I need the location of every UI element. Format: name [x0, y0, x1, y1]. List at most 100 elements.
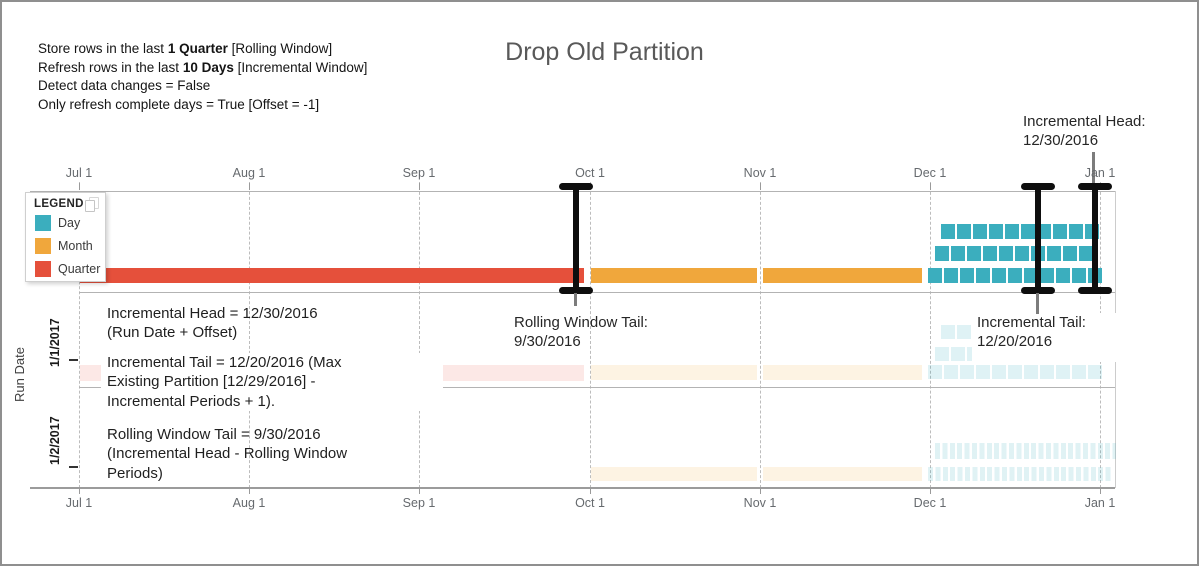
legend: LEGEND Day Month Quarter [25, 192, 106, 282]
bottom-axis-month-label: Jul 1 [65, 496, 93, 510]
bottom-axis-tick [1100, 488, 1101, 494]
day-square [1063, 246, 1077, 261]
day-square [951, 246, 965, 261]
faded-month-bar-nov [763, 365, 922, 380]
top-axis-month-label: Nov 1 [743, 166, 777, 180]
day-square [999, 246, 1013, 261]
day-square [992, 365, 1006, 379]
day-square [1015, 246, 1029, 261]
bottom-axis-tick [590, 488, 591, 494]
legend-swatch [35, 238, 51, 254]
top-axis-tick [760, 183, 761, 190]
quarter-bar-jul-sep [80, 268, 584, 283]
legend-title: LEGEND [34, 198, 84, 210]
config-line: Detect data changes = False [38, 78, 211, 94]
top-axis-tick [249, 183, 250, 190]
day-square [992, 268, 1006, 283]
rolling-window-tail-callout: Rolling Window Tail: 9/30/2016 [514, 314, 648, 351]
day-square [951, 347, 965, 361]
day-square [983, 246, 997, 261]
run-date-axis-title: Run Date [12, 347, 27, 402]
day-square [941, 224, 955, 239]
day-square [1024, 365, 1038, 379]
top-axis-month-label: Oct 1 [575, 166, 605, 180]
day-square [1047, 246, 1061, 261]
day-square [1005, 224, 1019, 239]
incremental-head-leader-line [1092, 152, 1095, 185]
top-axis-month-label: Dec 1 [913, 166, 947, 180]
legend-item-label: Month [58, 239, 93, 253]
day-square [1072, 268, 1086, 283]
top-axis-tick [419, 183, 420, 190]
config-line: Refresh rows in the last 10 Days [Increm… [38, 59, 368, 75]
bottom-axis-tick [760, 488, 761, 494]
annotation-incremental-tail: Incremental Tail = 12/20/2016 (Max Exist… [101, 353, 443, 411]
copy-icon[interactable] [85, 197, 99, 212]
bottom-axis-tick [930, 488, 931, 494]
day-square [1008, 365, 1022, 379]
day-square [957, 325, 971, 339]
month-gridline [590, 182, 591, 488]
month-gridline [760, 182, 761, 488]
day-square [1056, 365, 1070, 379]
bottom-axis-month-label: Dec 1 [913, 496, 947, 510]
marker-incremental-head [1078, 183, 1112, 294]
month-gridline [930, 182, 931, 488]
bottom-axis-month-label: Sep 1 [402, 496, 436, 510]
marker-incremental-tail [1021, 183, 1055, 294]
legend-item-day[interactable]: Day [35, 215, 101, 231]
incremental-head-callout: Incremental Head: 12/30/2016 [1023, 113, 1146, 150]
day-square [1079, 246, 1093, 261]
bottom-axis-line [30, 487, 1115, 489]
day-square [935, 347, 949, 361]
row-separator-line [79, 292, 1115, 293]
legend-item-month[interactable]: Month [35, 238, 101, 254]
incremental-tail-leader-line [1036, 293, 1039, 314]
day-square [1053, 224, 1067, 239]
top-axis-month-label: Jan 1 [1084, 166, 1116, 180]
day-square [957, 224, 971, 239]
rolling-window-tail-leader-line [574, 293, 577, 306]
bottom-axis-month-label: Nov 1 [743, 496, 777, 510]
faded-month-bar-oct [591, 467, 757, 481]
day-square [1072, 365, 1086, 379]
day-square [1088, 365, 1102, 379]
day-square [960, 365, 974, 379]
annotation-incremental-head: Incremental Head = 12/30/2016 (Run Date … [107, 305, 318, 342]
marker-rolling-window-tail [559, 183, 593, 294]
top-axis-month-label: Aug 1 [232, 166, 266, 180]
day-square [1056, 268, 1070, 283]
top-axis-month-label: Sep 1 [402, 166, 436, 180]
top-axis-month-label: Jul 1 [65, 166, 93, 180]
day-square [1008, 268, 1022, 283]
faded-day-stripe-band [928, 467, 1111, 481]
day-square [928, 365, 942, 379]
legend-swatch [35, 215, 51, 231]
row-separator-line [79, 387, 1115, 388]
day-square [1040, 268, 1054, 283]
bottom-axis-tick [249, 488, 250, 494]
day-square [1069, 224, 1083, 239]
day-square [1021, 224, 1035, 239]
faded-day-stripe-band [935, 443, 1116, 459]
day-square [944, 365, 958, 379]
top-axis-line [30, 191, 1115, 192]
config-line: Store rows in the last 1 Quarter [Rollin… [38, 41, 333, 56]
month-bar-nov [763, 268, 922, 283]
month-gridline [419, 182, 420, 488]
day-square [973, 224, 987, 239]
top-axis-tick [930, 183, 931, 190]
day-square [960, 268, 974, 283]
day-square [967, 246, 981, 261]
day-square [989, 224, 1003, 239]
legend-swatch [35, 261, 51, 277]
bottom-axis-month-label: Oct 1 [575, 496, 605, 510]
faded-month-bar-oct [591, 365, 757, 380]
day-square [976, 365, 990, 379]
month-gridline [249, 182, 250, 488]
day-square [976, 268, 990, 283]
legend-item-quarter[interactable]: Quarter [35, 261, 101, 277]
legend-item-label: Quarter [58, 262, 101, 276]
run-date-tick [69, 359, 78, 361]
